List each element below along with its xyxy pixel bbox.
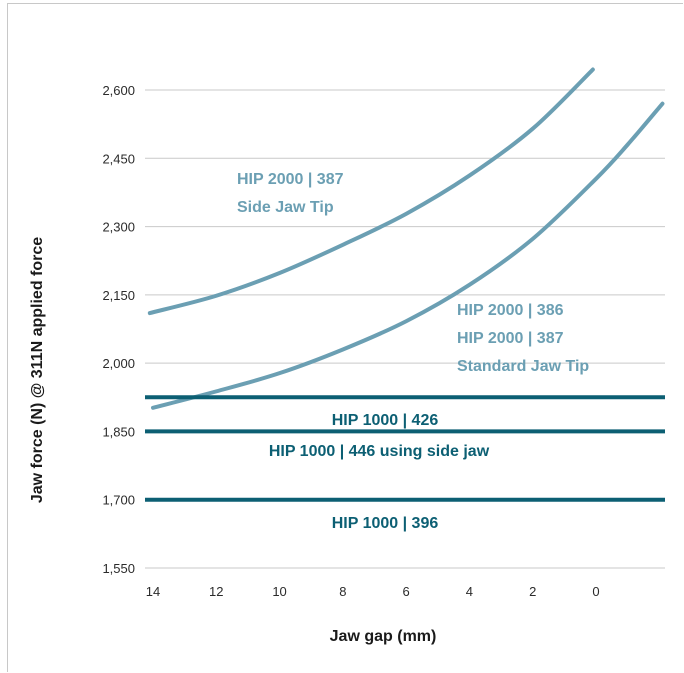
x-tick-label: 0: [592, 584, 599, 599]
chart-frame: [7, 3, 683, 672]
series-curve-1: [151, 101, 665, 410]
series-label: HIP 2000 | 387: [237, 171, 344, 188]
y-tick-label: 2,000: [102, 356, 135, 371]
y-tick-label: 2,300: [102, 220, 135, 235]
series-label: HIP 2000 | 386: [457, 302, 564, 319]
series-label: HIP 1000 | 426: [332, 412, 439, 429]
y-axis-title: Jaw force (N) @ 311N applied force: [29, 237, 46, 503]
x-tick-label: 4: [466, 584, 473, 599]
series-label: HIP 1000 | 446 using side jaw: [269, 443, 490, 460]
y-tick-label: 2,450: [102, 151, 135, 166]
x-tick-label: 2: [529, 584, 536, 599]
series-label: HIP 1000 | 396: [332, 515, 439, 532]
y-tick-label: 1,850: [102, 424, 135, 439]
x-tick-label: 8: [339, 584, 346, 599]
series-label: Side Jaw Tip: [237, 199, 334, 216]
series-label: HIP 2000 | 387: [457, 330, 564, 347]
x-tick-label: 14: [146, 584, 160, 599]
y-tick-label: 2,150: [102, 288, 135, 303]
x-axis-title: Jaw gap (mm): [330, 628, 437, 645]
y-tick-label: 1,700: [102, 493, 135, 508]
x-tick-label: 10: [272, 584, 286, 599]
series-curve-0: [147, 67, 595, 316]
series-label: Standard Jaw Tip: [457, 358, 589, 375]
y-tick-label: 2,600: [102, 83, 135, 98]
x-tick-label: 12: [209, 584, 223, 599]
y-tick-label: 1,550: [102, 561, 135, 576]
x-tick-label: 6: [403, 584, 410, 599]
